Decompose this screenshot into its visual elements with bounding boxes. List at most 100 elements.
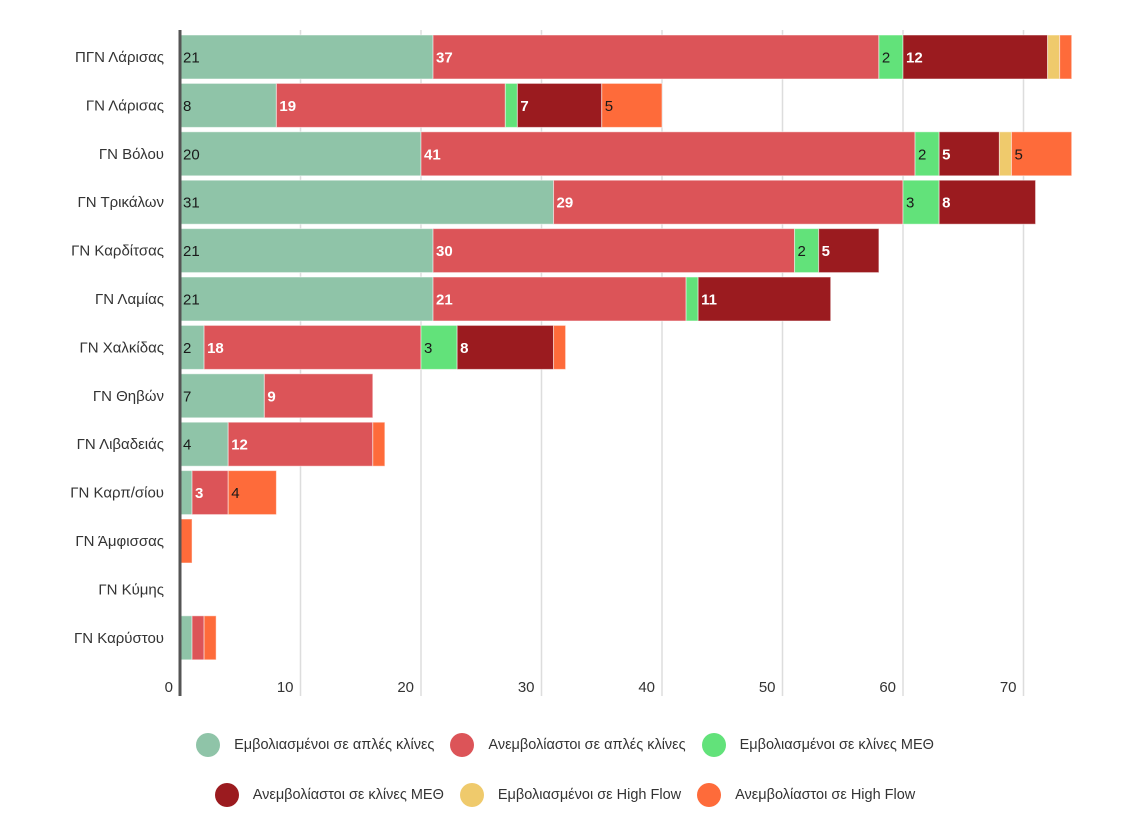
bar-segment: [179, 34, 434, 80]
data-label: 3: [906, 195, 914, 212]
bar-segment: [878, 34, 904, 80]
data-label: 21: [183, 50, 200, 67]
bar-segment: [914, 131, 940, 177]
data-label: 21: [183, 243, 200, 260]
bar-segment: [601, 82, 663, 128]
data-label: 21: [436, 292, 453, 309]
bar-segment: [191, 615, 205, 661]
data-label: 3: [195, 485, 203, 502]
x-tick-label: 0: [165, 679, 173, 696]
legend-marker-icon: [214, 783, 239, 807]
category-label: ΓΝ Καρπ/σίου: [70, 485, 164, 502]
data-label: 2: [798, 243, 806, 260]
bar-segment: [432, 228, 796, 274]
data-label: 8: [942, 195, 950, 212]
bar-segment: [685, 276, 699, 322]
data-label: 7: [520, 98, 528, 115]
bar-row: 21 37 2 12: [179, 34, 1073, 80]
data-label: 20: [183, 146, 200, 163]
bar-segment: [516, 82, 603, 128]
data-label: 31: [183, 195, 200, 212]
legend-label: Ανεμβολίαστοι σε High Flow: [735, 787, 916, 803]
bar-row: 2 18 3 8: [179, 324, 567, 370]
category-label: ΓΝ Λάρισας: [86, 97, 164, 114]
bar-segment: [179, 470, 193, 516]
legend-row-1: Εμβολιασμένοι σε απλές κλίνες Ανεμβολίαστ…: [0, 733, 1130, 757]
bar-segment: [553, 324, 567, 370]
bar-row: 21 30 2 5: [179, 228, 880, 274]
bar-segment: [902, 34, 1049, 80]
bar-segment: [179, 131, 422, 177]
data-label: 3: [424, 340, 432, 357]
bar-segment: [504, 82, 518, 128]
bar-segment: [227, 470, 277, 516]
bar-segment: [818, 228, 880, 274]
legend-item[interactable]: Ανεμβολίαστοι σε High Flow: [697, 783, 915, 807]
legend-item[interactable]: Ανεμβολίαστοι σε απλές κλίνες: [450, 733, 686, 757]
data-label: 4: [183, 437, 191, 454]
bar-segment: [263, 373, 374, 419]
data-label: 12: [906, 50, 923, 67]
x-tick-label: 30: [518, 679, 535, 696]
data-label: 21: [183, 292, 200, 309]
bars: 21 37 2 128 19 7 520 41 2 5 531 29 3 821 30 2 521 21 112 18…: [179, 34, 1073, 661]
data-label: 12: [231, 437, 248, 454]
data-label: 11: [701, 292, 717, 309]
bar-segment: [179, 82, 277, 128]
bar-row: [179, 615, 217, 661]
data-label: 37: [436, 50, 453, 67]
bar-segment: [179, 518, 193, 564]
bar-segment: [179, 179, 555, 225]
legend-label: Ανεμβολίαστοι σε απλές κλίνες: [488, 737, 686, 753]
data-label: 18: [207, 340, 224, 357]
legend-item[interactable]: Εμβολιασμένοι σε High Flow: [459, 783, 682, 807]
legend-item[interactable]: Ανεμβολίαστοι σε κλίνες ΜΕΘ: [214, 783, 444, 807]
data-label: 41: [424, 146, 441, 163]
category-label: ΓΝ Τρικάλων: [78, 194, 165, 211]
data-label: 5: [605, 98, 613, 115]
category-label: ΓΝ Κύμης: [98, 581, 164, 598]
data-label: 5: [1014, 146, 1022, 163]
data-label: 5: [822, 243, 830, 260]
bar-segment: [179, 615, 193, 661]
bar-segment: [420, 131, 916, 177]
bar-row: [179, 518, 193, 564]
category-label: ΓΝ Άμφισσας: [75, 533, 164, 550]
bar-segment: [179, 373, 265, 419]
data-label: 2: [183, 340, 191, 357]
data-label: 2: [918, 146, 926, 163]
x-tick-label: 40: [638, 679, 655, 696]
x-tick-label: 50: [759, 679, 776, 696]
category-label: ΓΝ Βόλου: [99, 146, 164, 163]
bar-row: 4 12: [179, 421, 386, 467]
bar-segment: [938, 179, 1037, 225]
bar-segment: [553, 179, 904, 225]
legend-item[interactable]: Εμβολιασμένοι σε κλίνες ΜΕΘ: [701, 733, 934, 757]
data-label: 4: [231, 485, 239, 502]
data-label: 5: [942, 146, 950, 163]
x-tick-label: 60: [879, 679, 896, 696]
bar-segment: [456, 324, 555, 370]
legend-label: Εμβολιασμένοι σε κλίνες ΜΕΘ: [739, 737, 934, 753]
legend-item[interactable]: Εμβολιασμένοι σε απλές κλίνες: [196, 733, 434, 757]
bar-row: 8 19 7 5: [179, 82, 663, 128]
bar-segment: [275, 82, 506, 128]
bar-segment: [1059, 34, 1073, 80]
legend-marker-icon: [459, 783, 484, 807]
data-label: 19: [279, 98, 296, 115]
category-label: ΠΓΝ Λάρισας: [75, 49, 164, 66]
category-label: ΓΝ Καρύστου: [74, 630, 164, 647]
bar-row: 21 21 11: [179, 276, 832, 322]
bar-segment: [227, 421, 374, 467]
bar-segment: [432, 34, 880, 80]
x-tick-label: 20: [397, 679, 414, 696]
legend-label: Ανεμβολίαστοι σε κλίνες ΜΕΘ: [252, 787, 444, 803]
x-tick-label: 10: [277, 679, 294, 696]
bar-segment: [1047, 34, 1061, 80]
bar-segment: [1010, 131, 1073, 177]
legend-label: Εμβολιασμένοι σε High Flow: [497, 787, 682, 803]
stacked-bar-chart: 21 37 2 128 19 7 520 41 2 5 531 29 3 821 30 2 521 21 112 18…: [70, 30, 1073, 696]
category-label: ΓΝ Καρδίτσας: [71, 243, 164, 260]
legend-marker-icon: [196, 733, 221, 757]
